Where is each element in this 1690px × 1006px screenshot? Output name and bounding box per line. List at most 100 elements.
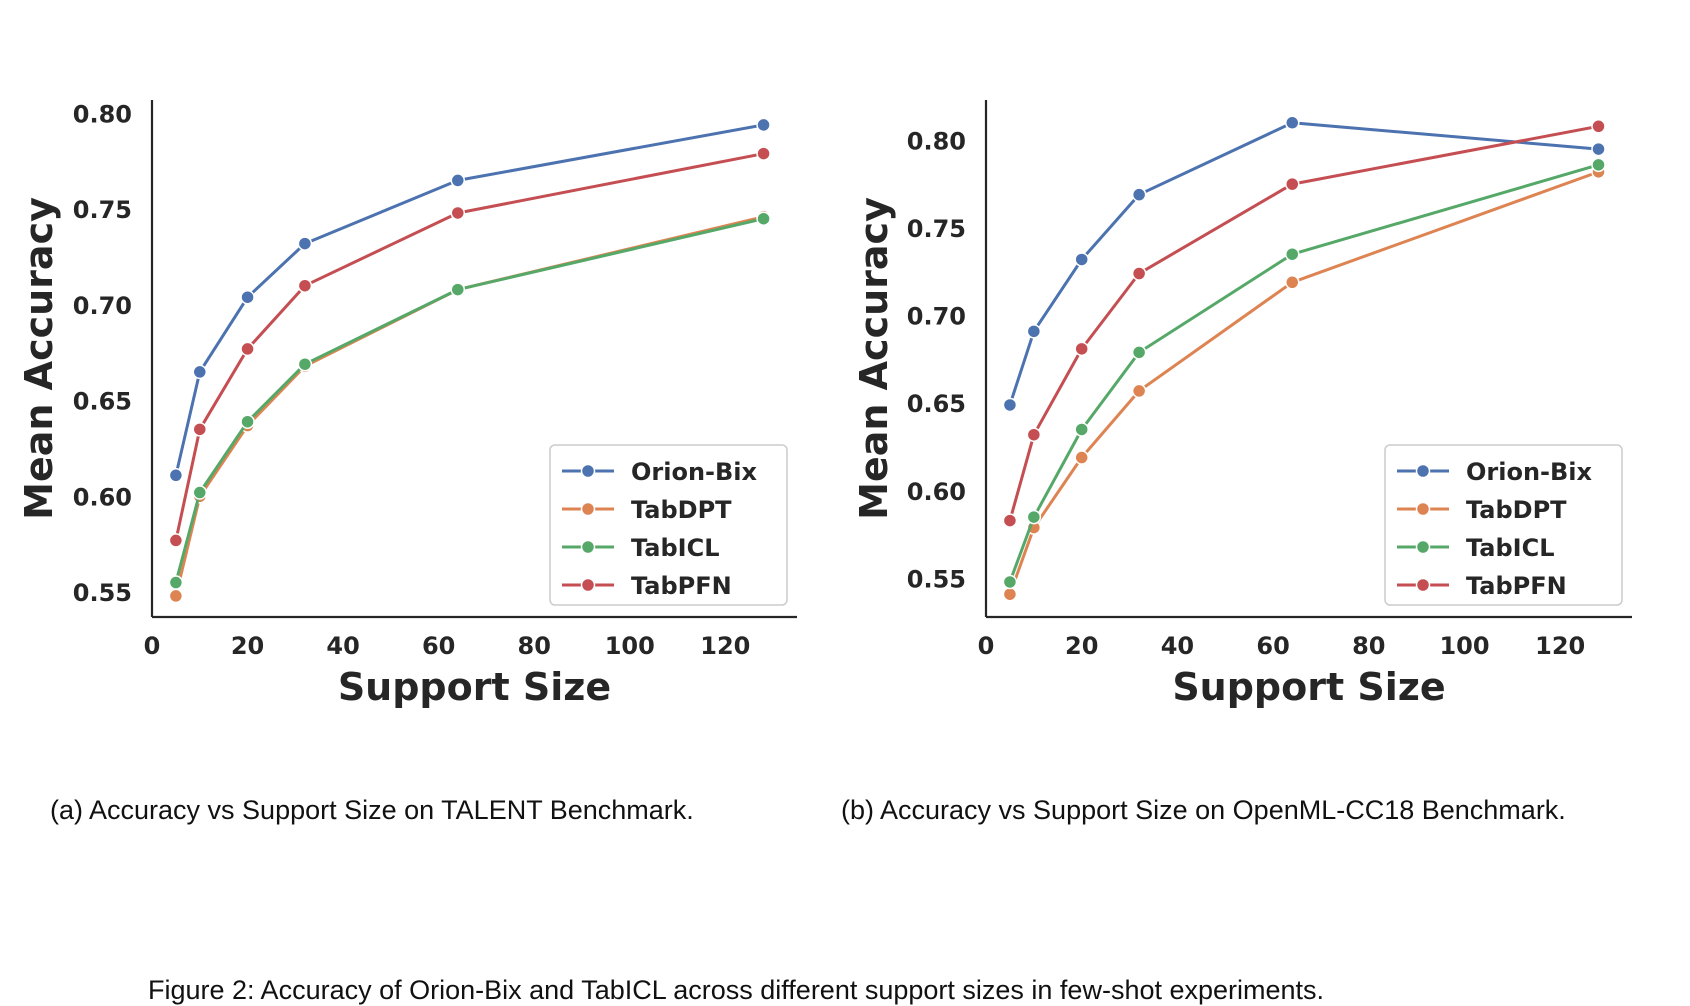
series-line-tabdpt	[1008, 170, 1600, 596]
data-point-tabicl	[756, 211, 771, 226]
data-point-tabicl	[192, 485, 208, 500]
legend-label-tabicl: TabICL	[631, 534, 720, 562]
legend-marker-tabdpt	[580, 501, 596, 517]
legend-label-tabicl: TabICL	[1466, 534, 1555, 562]
data-point-orion-bix	[1002, 397, 1018, 413]
data-point-orion-bix	[168, 468, 184, 483]
chart-b-openml-cc18: 0.55 0.60 0.65 0.70 0.75 0.80 0 20 40 60 80 100 120 S…	[852, 100, 1632, 709]
x-tick-label: 0	[978, 632, 995, 660]
data-point-tabpfn	[1074, 341, 1089, 357]
data-point-tabpfn	[1285, 176, 1300, 192]
series-tabicl	[1002, 157, 1606, 590]
y-axis-label: Mean Accuracy	[17, 197, 61, 520]
legend-frame	[549, 444, 788, 606]
legend-label-tabpfn: TabPFN	[1466, 572, 1567, 600]
y-tick-label: 0.60	[907, 478, 966, 506]
legend-label-tabdpt: TabDPT	[1466, 496, 1567, 524]
data-point-tabicl	[450, 282, 466, 297]
data-point-orion-bix	[1131, 187, 1147, 202]
caption-sub-a: (a) Accuracy vs Support Size on TALENT B…	[50, 795, 694, 825]
legend: Orion-Bix TabDPT TabICL TabPFN	[549, 444, 788, 606]
data-point-orion-bix	[450, 173, 466, 188]
series-line-tabpfn	[1008, 124, 1600, 523]
data-point-orion-bix	[192, 364, 208, 380]
legend-item-tabpfn: TabPFN	[562, 572, 732, 600]
series-tabpfn	[168, 146, 771, 548]
legend-item-tabicl: TabICL	[562, 534, 720, 562]
y-tick-label: 0.55	[907, 565, 966, 593]
legend-label-orion-bix: Orion-Bix	[631, 458, 758, 486]
series-orion-bix	[1002, 115, 1606, 413]
data-point-tabicl	[1131, 345, 1147, 360]
legend-marker-tabicl	[580, 539, 596, 555]
data-point-tabpfn	[450, 205, 466, 221]
chart-a-talent: 0.55 0.60 0.65 0.70 0.75 0.80 0 20 40 60 80 100 120 S…	[17, 100, 797, 709]
legend-marker-orion-bix	[580, 463, 596, 479]
data-point-tabpfn	[1002, 513, 1018, 528]
data-point-tabdpt	[1002, 586, 1018, 602]
y-tick-label: 0.75	[907, 215, 966, 243]
y-tick-label: 0.60	[73, 483, 132, 511]
data-point-orion-bix	[1026, 324, 1042, 339]
y-tick-label: 0.80	[907, 127, 966, 155]
series-line-tabpfn	[174, 152, 766, 542]
legend-label-tabdpt: TabDPT	[631, 496, 732, 524]
legend-marker-tabdpt	[1415, 501, 1431, 517]
series-tabicl	[168, 211, 771, 590]
data-point-orion-bix	[297, 236, 313, 251]
data-point-tabpfn	[192, 422, 208, 437]
series-line-tabicl	[174, 217, 766, 584]
legend-marker-tabicl	[1415, 539, 1431, 555]
legend-marker-tabpfn	[580, 577, 596, 593]
caption-figure: Figure 2: Accuracy of Orion-Bix and TabI…	[148, 975, 1325, 1005]
x-tick-label: 100	[1439, 632, 1489, 660]
x-tick-label: 40	[1161, 632, 1194, 660]
data-point-orion-bix	[1074, 252, 1089, 267]
x-axis-label: Support Size	[338, 665, 611, 709]
data-point-tabpfn	[756, 146, 771, 161]
data-point-orion-bix	[1285, 115, 1300, 131]
legend-item-tabicl: TabICL	[1397, 534, 1555, 562]
series-line-tabicl	[1008, 163, 1600, 584]
x-tick-label: 120	[700, 632, 750, 660]
x-tick-label: 20	[1065, 632, 1098, 660]
x-tick-label: 80	[518, 632, 551, 660]
x-axis-label: Support Size	[1172, 665, 1445, 709]
series-tabpfn	[1002, 119, 1606, 528]
legend-frame	[1384, 444, 1623, 606]
data-point-tabdpt	[168, 588, 184, 604]
data-point-tabicl	[168, 575, 184, 590]
legend-label-orion-bix: Orion-Bix	[1466, 458, 1593, 486]
series-tabdpt	[1002, 164, 1606, 602]
x-tick-label: 80	[1352, 632, 1385, 660]
data-point-orion-bix	[1591, 141, 1606, 157]
y-tick-label: 0.70	[73, 292, 132, 320]
x-tick-label: 120	[1535, 632, 1585, 660]
data-point-tabicl	[1026, 509, 1042, 525]
legend-item-orion-bix: Orion-Bix	[562, 458, 758, 486]
data-point-tabpfn	[1131, 266, 1147, 281]
y-axis-label: Mean Accuracy	[852, 197, 896, 520]
data-point-tabicl	[1074, 422, 1089, 437]
legend-item-tabdpt: TabDPT	[562, 496, 732, 524]
x-tick-label: 60	[1256, 632, 1289, 660]
x-tick-label: 60	[422, 632, 455, 660]
data-point-tabpfn	[1026, 427, 1042, 442]
legend-item-orion-bix: Orion-Bix	[1397, 458, 1593, 486]
y-tick-label: 0.75	[73, 196, 132, 224]
data-point-tabicl	[240, 414, 255, 429]
data-point-tabpfn	[297, 278, 313, 293]
series-line-orion-bix	[1008, 121, 1600, 407]
legend-marker-tabpfn	[1415, 577, 1431, 593]
caption-sub-b: (b) Accuracy vs Support Size on OpenML-C…	[841, 795, 1566, 825]
legend-marker-orion-bix	[1415, 463, 1431, 479]
data-point-tabicl	[1285, 246, 1300, 262]
y-tick-label: 0.65	[907, 390, 966, 418]
x-tick-label: 100	[605, 632, 655, 660]
legend-label-tabpfn: TabPFN	[631, 572, 732, 600]
data-point-tabdpt	[1131, 383, 1147, 399]
data-point-tabpfn	[168, 533, 184, 548]
y-tick-label: 0.70	[907, 303, 966, 331]
y-tick-label: 0.65	[73, 388, 132, 416]
data-point-tabpfn	[1591, 119, 1606, 134]
